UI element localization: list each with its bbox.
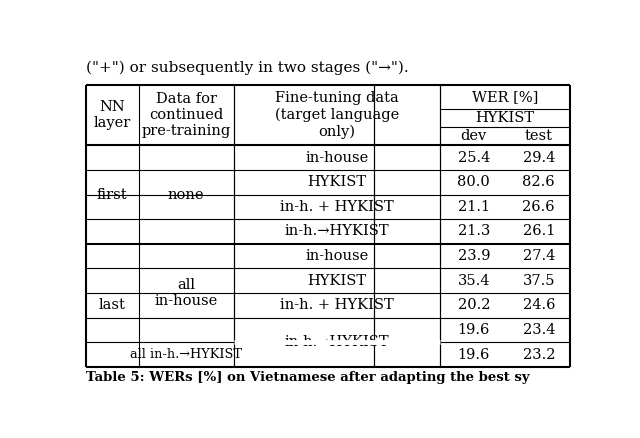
Text: 26.6: 26.6 (522, 200, 555, 214)
Text: all in-h.→HYKIST: all in-h.→HYKIST (130, 348, 242, 361)
Text: 29.4: 29.4 (523, 151, 555, 165)
Text: HYKIST: HYKIST (476, 111, 534, 125)
Text: test: test (525, 129, 553, 143)
Text: 19.6: 19.6 (458, 323, 490, 337)
Text: dev: dev (461, 129, 487, 143)
Text: in-house: in-house (305, 249, 369, 263)
Text: WER [%]: WER [%] (472, 90, 538, 104)
Text: 37.5: 37.5 (522, 274, 555, 288)
Text: 35.4: 35.4 (458, 274, 490, 288)
Text: 26.1: 26.1 (523, 224, 555, 238)
Text: in-h.→HYKIST: in-h.→HYKIST (285, 335, 389, 349)
Text: none: none (168, 187, 204, 201)
Text: HYKIST: HYKIST (307, 274, 367, 288)
Text: Table 5: WERs [%] on Vietnamese after adapting the best sy: Table 5: WERs [%] on Vietnamese after ad… (86, 371, 529, 384)
Text: 23.9: 23.9 (458, 249, 490, 263)
Text: in-h. + HYKIST: in-h. + HYKIST (280, 298, 394, 312)
Text: Data for
continued
pre-training: Data for continued pre-training (141, 92, 231, 138)
Text: 21.1: 21.1 (458, 200, 490, 214)
Text: 80.0: 80.0 (458, 175, 490, 189)
Text: 27.4: 27.4 (523, 249, 555, 263)
Text: in-h.→HYKIST: in-h.→HYKIST (285, 224, 389, 238)
Text: last: last (99, 298, 125, 312)
Text: ("+") or subsequently in two stages ("→").: ("+") or subsequently in two stages ("→"… (86, 61, 408, 75)
Text: 82.6: 82.6 (522, 175, 555, 189)
Text: 23.4: 23.4 (522, 323, 555, 337)
Text: HYKIST: HYKIST (307, 175, 367, 189)
Text: NN
layer: NN layer (93, 100, 131, 130)
Text: 19.6: 19.6 (458, 348, 490, 362)
Text: in-house: in-house (305, 151, 369, 165)
Text: 25.4: 25.4 (458, 151, 490, 165)
Text: 24.6: 24.6 (522, 298, 555, 312)
Text: in-h. + HYKIST: in-h. + HYKIST (280, 200, 394, 214)
Text: 21.3: 21.3 (458, 224, 490, 238)
Text: first: first (97, 187, 127, 201)
Text: Fine-tuning data
(target language
only): Fine-tuning data (target language only) (275, 91, 399, 138)
Text: all
in-house: all in-house (154, 278, 218, 308)
Text: 20.2: 20.2 (458, 298, 490, 312)
Text: 23.2: 23.2 (522, 348, 555, 362)
